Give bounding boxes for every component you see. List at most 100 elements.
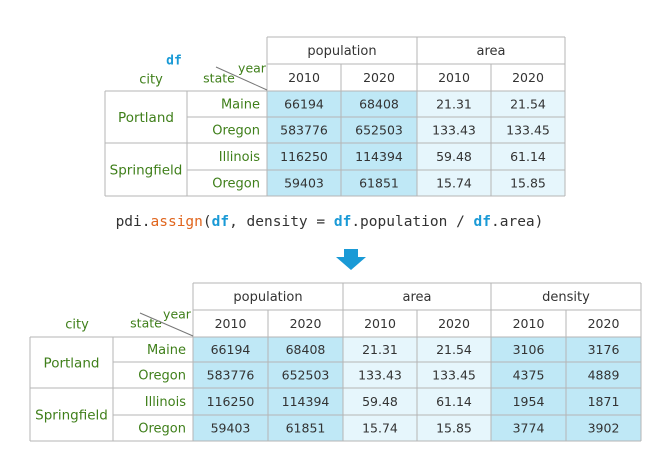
bottom-cell-fill	[193, 337, 268, 362]
bottom-cell-fill	[268, 415, 343, 441]
code-df-1: df	[211, 214, 230, 230]
top-value: 133.43	[432, 123, 476, 138]
bottom-value: 583776	[207, 368, 255, 383]
bottom-value: 652503	[282, 368, 330, 383]
bottom-cell-fill	[491, 362, 566, 388]
bottom-cell-fill	[417, 388, 491, 415]
top-value: 133.45	[506, 123, 550, 138]
top-cell-fill	[491, 117, 565, 143]
bottom-value: 68408	[286, 342, 326, 357]
bottom-value: 133.43	[358, 368, 402, 383]
bottom-value: 133.45	[432, 368, 476, 383]
bottom-value: 3774	[513, 421, 545, 436]
top-value: 66194	[284, 97, 324, 112]
top-cell-fill	[417, 170, 491, 196]
top-year-label: 2020	[363, 70, 395, 85]
top-cell-fill	[491, 91, 565, 117]
top-cell-fill	[267, 170, 341, 196]
bottom-city-label: Portland	[44, 356, 100, 372]
top-cell-fill	[341, 117, 417, 143]
bottom-cell-fill	[417, 337, 491, 362]
bottom-group-label: area	[403, 290, 432, 305]
top-year-header: year	[238, 61, 267, 76]
bottom-cell-fill	[268, 337, 343, 362]
bottom-value: 21.31	[362, 342, 398, 357]
top-header-slash	[215, 66, 268, 91]
top-cell-fill	[491, 170, 565, 196]
bottom-cell-fill	[343, 362, 417, 388]
bottom-value: 3176	[588, 342, 620, 357]
top-year-label: 2020	[512, 70, 544, 85]
bottom-cell-fill	[343, 415, 417, 441]
bottom-value: 21.54	[436, 342, 472, 357]
bottom-city-header: city	[65, 318, 89, 333]
bottom-value: 3902	[588, 421, 620, 436]
bottom-cell-fill	[193, 415, 268, 441]
code-end: .area)	[491, 214, 544, 230]
bottom-cell-fill	[268, 388, 343, 415]
df-label: df	[166, 54, 182, 69]
bottom-value: 1954	[513, 394, 545, 409]
code-mid-2: .population /	[351, 214, 474, 230]
bottom-year-label: 2020	[290, 316, 322, 331]
down-arrow-icon	[336, 249, 366, 270]
top-value: 15.85	[510, 176, 546, 191]
top-value: 652503	[355, 123, 403, 138]
bottom-cell-fill	[566, 362, 641, 388]
top-state-label: Oregon	[212, 124, 260, 139]
bottom-value: 61851	[286, 421, 326, 436]
bottom-value: 61.14	[436, 394, 472, 409]
bottom-cell-fill	[193, 388, 268, 415]
bottom-state-label: Oregon	[138, 422, 186, 437]
bottom-group-label: population	[233, 290, 302, 305]
top-value: 61.14	[510, 149, 546, 164]
bottom-cell-fill	[417, 415, 491, 441]
bottom-cell-fill	[343, 337, 417, 362]
top-cell-fill	[267, 143, 341, 170]
top-cell-fill	[417, 117, 491, 143]
top-group-label: area	[477, 44, 506, 59]
top-value: 15.74	[436, 176, 472, 191]
bottom-cell-fill	[193, 362, 268, 388]
bottom-value: 4375	[513, 368, 545, 383]
bottom-year-label: 2010	[215, 316, 247, 331]
top-year-label: 2010	[438, 70, 470, 85]
code-df-2: df	[333, 214, 352, 230]
bottom-value: 116250	[207, 394, 255, 409]
bottom-value: 59.48	[362, 394, 398, 409]
bottom-group-label: density	[542, 290, 590, 305]
top-city-header: city	[139, 73, 163, 88]
bottom-value: 15.74	[362, 421, 398, 436]
bottom-cell-fill	[268, 362, 343, 388]
bottom-cell-fill	[566, 337, 641, 362]
bottom-year-label: 2010	[364, 316, 396, 331]
top-value: 21.31	[436, 97, 472, 112]
code-function: assign	[150, 214, 203, 230]
top-value: 59.48	[436, 149, 472, 164]
bottom-state-label: Maine	[147, 343, 186, 358]
bottom-value: 4889	[588, 368, 620, 383]
bottom-cell-fill	[343, 388, 417, 415]
top-group-label: population	[307, 44, 376, 59]
bottom-value: 15.85	[436, 421, 472, 436]
bottom-state-header: state	[130, 316, 162, 331]
bottom-year-label: 2020	[588, 316, 620, 331]
code-expression: pdi.assign(df, density = df.population /…	[0, 214, 659, 230]
bottom-state-label: Oregon	[138, 369, 186, 384]
top-cell-fill	[491, 143, 565, 170]
bottom-cell-fill	[417, 362, 491, 388]
bottom-header-slash	[139, 312, 194, 337]
top-city-label: Portland	[118, 110, 174, 126]
top-cell-fill	[267, 91, 341, 117]
top-state-header: state	[203, 71, 235, 86]
top-city-label: Springfield	[110, 163, 183, 179]
bottom-year-label: 2020	[438, 316, 470, 331]
top-value: 583776	[280, 123, 328, 138]
bottom-year-label: 2010	[513, 316, 545, 331]
top-cell-fill	[341, 143, 417, 170]
top-state-label: Oregon	[212, 177, 260, 192]
top-cell-fill	[417, 91, 491, 117]
code-df-3: df	[473, 214, 492, 230]
bottom-cell-fill	[566, 415, 641, 441]
